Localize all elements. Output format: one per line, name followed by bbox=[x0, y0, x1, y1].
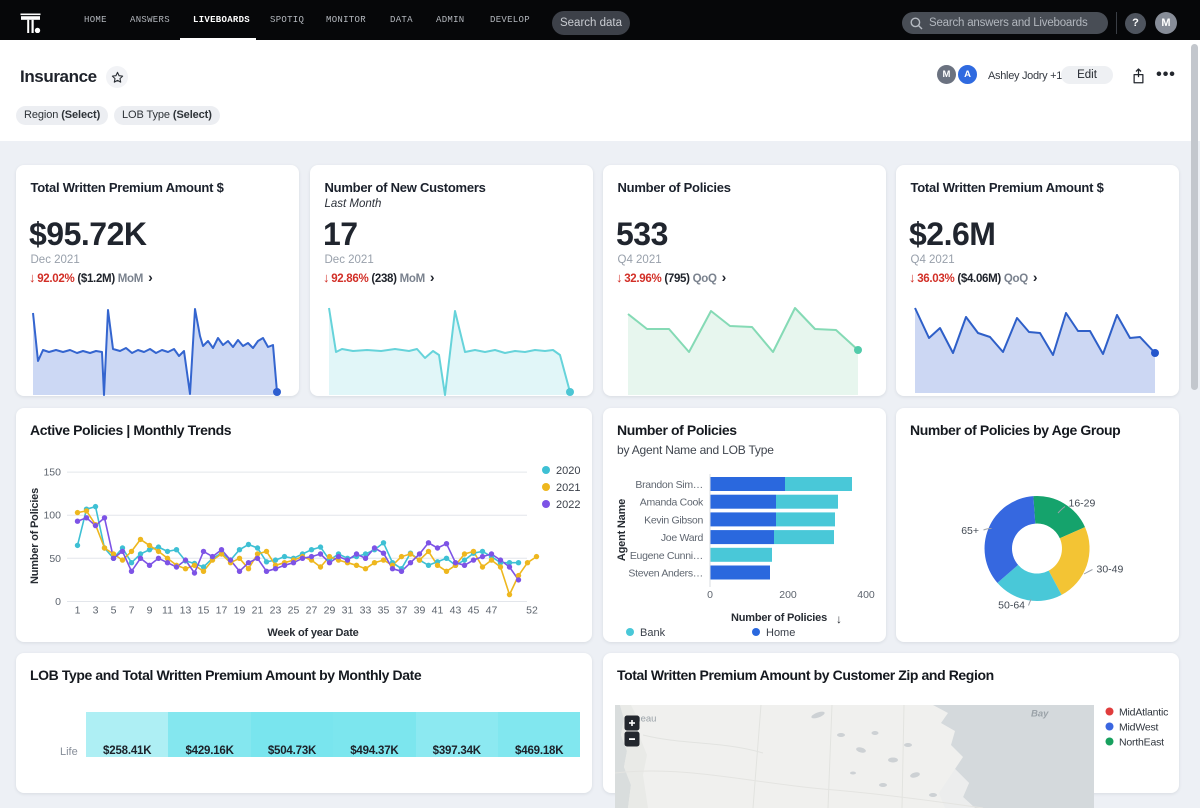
svg-text:33: 33 bbox=[360, 605, 372, 617]
svg-text:0: 0 bbox=[55, 596, 61, 608]
svg-text:0: 0 bbox=[707, 589, 713, 601]
svg-text:31: 31 bbox=[342, 605, 354, 617]
svg-text:11: 11 bbox=[162, 605, 173, 617]
svg-text:29: 29 bbox=[324, 605, 336, 617]
svg-text:65+: 65+ bbox=[961, 525, 979, 537]
svg-text:25: 25 bbox=[288, 605, 300, 617]
svg-text:13: 13 bbox=[180, 605, 192, 617]
svg-text:Kevin Gibson: Kevin Gibson bbox=[644, 514, 703, 526]
svg-text:43: 43 bbox=[450, 605, 462, 617]
svg-text:45: 45 bbox=[468, 605, 480, 617]
svg-text:Agent Name: Agent Name bbox=[616, 499, 628, 561]
svg-text:50: 50 bbox=[49, 553, 61, 565]
svg-text:200: 200 bbox=[779, 589, 797, 601]
svg-text:23: 23 bbox=[270, 605, 282, 617]
svg-text:21: 21 bbox=[252, 605, 264, 617]
svg-text:27: 27 bbox=[306, 605, 318, 617]
svg-text:Amanda Cook: Amanda Cook bbox=[640, 497, 704, 509]
svg-text:↓: ↓ bbox=[836, 612, 842, 626]
svg-text:9: 9 bbox=[147, 605, 153, 617]
svg-text:35: 35 bbox=[378, 605, 390, 617]
svg-text:2021: 2021 bbox=[556, 482, 580, 494]
svg-text:3: 3 bbox=[93, 605, 99, 617]
svg-text:17: 17 bbox=[216, 605, 228, 617]
svg-text:MidWest: MidWest bbox=[1119, 721, 1159, 733]
svg-text:aneau: aneau bbox=[630, 713, 656, 724]
svg-text:NorthEast: NorthEast bbox=[1119, 736, 1164, 748]
svg-text:100: 100 bbox=[43, 510, 61, 522]
svg-text:30-49: 30-49 bbox=[1097, 564, 1124, 576]
svg-text:Number of Policies: Number of Policies bbox=[731, 612, 827, 624]
svg-text:Home: Home bbox=[766, 627, 795, 639]
svg-text:Steven Anders…: Steven Anders… bbox=[628, 568, 703, 580]
svg-text:19: 19 bbox=[234, 605, 246, 617]
svg-text:7: 7 bbox=[129, 605, 135, 617]
svg-text:Week of year Date: Week of year Date bbox=[267, 627, 358, 639]
svg-text:Bank: Bank bbox=[640, 627, 666, 639]
svg-text:39: 39 bbox=[414, 605, 426, 617]
svg-text:Eugene Cunni…: Eugene Cunni… bbox=[630, 550, 703, 562]
svg-text:50-64: 50-64 bbox=[998, 600, 1025, 612]
svg-text:MidAtlantic: MidAtlantic bbox=[1119, 706, 1168, 718]
svg-text:5: 5 bbox=[111, 605, 117, 617]
svg-text:Bay: Bay bbox=[1031, 708, 1049, 719]
svg-text:1: 1 bbox=[75, 605, 81, 617]
svg-text:16-29: 16-29 bbox=[1069, 498, 1096, 510]
svg-text:2022: 2022 bbox=[556, 499, 580, 511]
svg-text:Number of Policies: Number of Policies bbox=[29, 488, 41, 584]
svg-text:15: 15 bbox=[198, 605, 210, 617]
svg-text:41: 41 bbox=[432, 605, 444, 617]
svg-text:400: 400 bbox=[857, 589, 875, 601]
svg-text:150: 150 bbox=[43, 467, 61, 479]
svg-text:2020: 2020 bbox=[556, 465, 580, 477]
svg-text:47: 47 bbox=[486, 605, 498, 617]
svg-text:Brandon Sim…: Brandon Sim… bbox=[635, 479, 703, 491]
svg-text:37: 37 bbox=[396, 605, 408, 617]
svg-text:Joe Ward: Joe Ward bbox=[661, 532, 704, 544]
svg-text:52: 52 bbox=[526, 605, 538, 617]
